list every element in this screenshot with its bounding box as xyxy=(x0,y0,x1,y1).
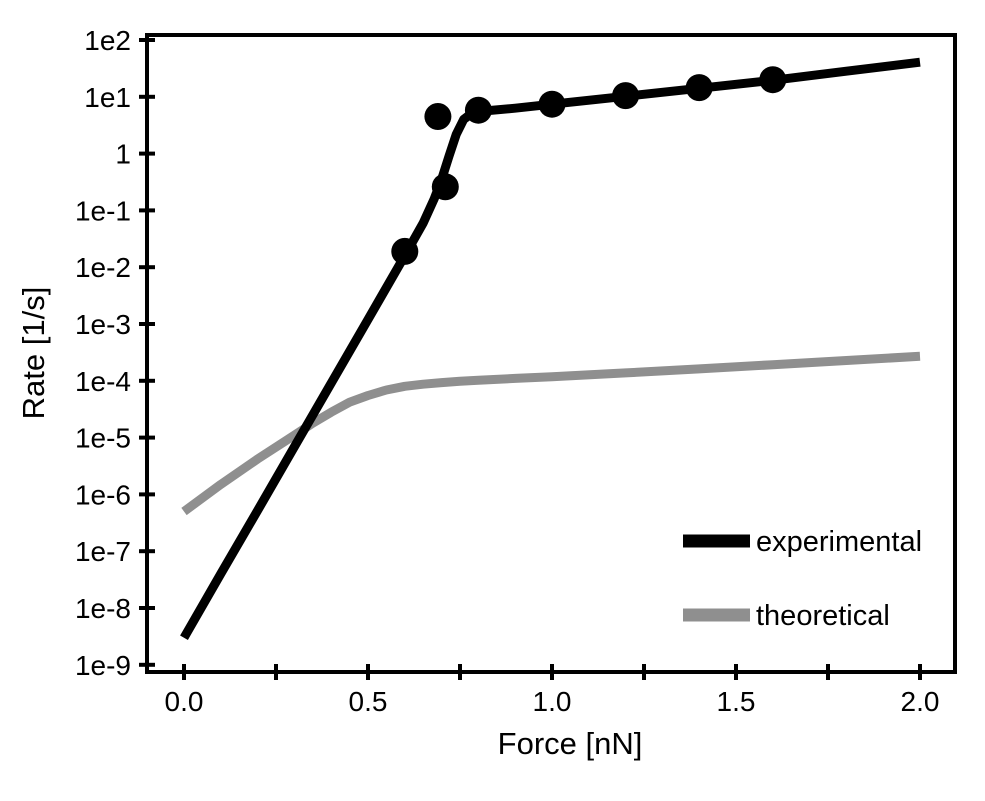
data-point xyxy=(464,96,492,124)
y-tick-label: 1e-3 xyxy=(75,309,131,340)
y-tick-label: 1e-8 xyxy=(75,593,131,624)
experimental-line xyxy=(180,57,921,640)
x-tick-label: 0.0 xyxy=(165,686,204,717)
data-point xyxy=(612,82,640,110)
y-tick-label: 1e-2 xyxy=(75,252,131,283)
data-point xyxy=(431,173,459,201)
y-tick-label: 1 xyxy=(115,139,131,170)
x-tick-label: 1.5 xyxy=(717,686,756,717)
x-axis-title: Force [nN] xyxy=(498,726,643,761)
y-tick-label: 1e1 xyxy=(84,82,131,113)
x-tick-label: 0.5 xyxy=(349,686,388,717)
y-tick-label: 1e-5 xyxy=(75,423,131,454)
y-tick-label: 1e-7 xyxy=(75,536,131,567)
y-tick-label: 1e2 xyxy=(84,25,131,56)
x-tick-label: 2.0 xyxy=(901,686,940,717)
y-tick-label: 1e-6 xyxy=(75,479,131,510)
data-point xyxy=(538,90,566,118)
plot-border xyxy=(145,33,957,674)
theoretical-line xyxy=(181,351,921,516)
data-point xyxy=(685,74,713,102)
data-point xyxy=(759,66,787,94)
y-axis-title: Rate [1/s] xyxy=(16,287,51,420)
legend-label-experimental: experimental xyxy=(756,526,922,558)
y-tick-label: 1e-1 xyxy=(75,195,131,226)
x-tick-label: 1.0 xyxy=(533,686,572,717)
y-tick-label: 1e-4 xyxy=(75,366,131,397)
data-point xyxy=(391,237,419,265)
legend-label-theoretical: theoretical xyxy=(756,600,890,632)
y-tick-label: 1e-9 xyxy=(75,650,131,681)
data-point xyxy=(424,103,452,130)
